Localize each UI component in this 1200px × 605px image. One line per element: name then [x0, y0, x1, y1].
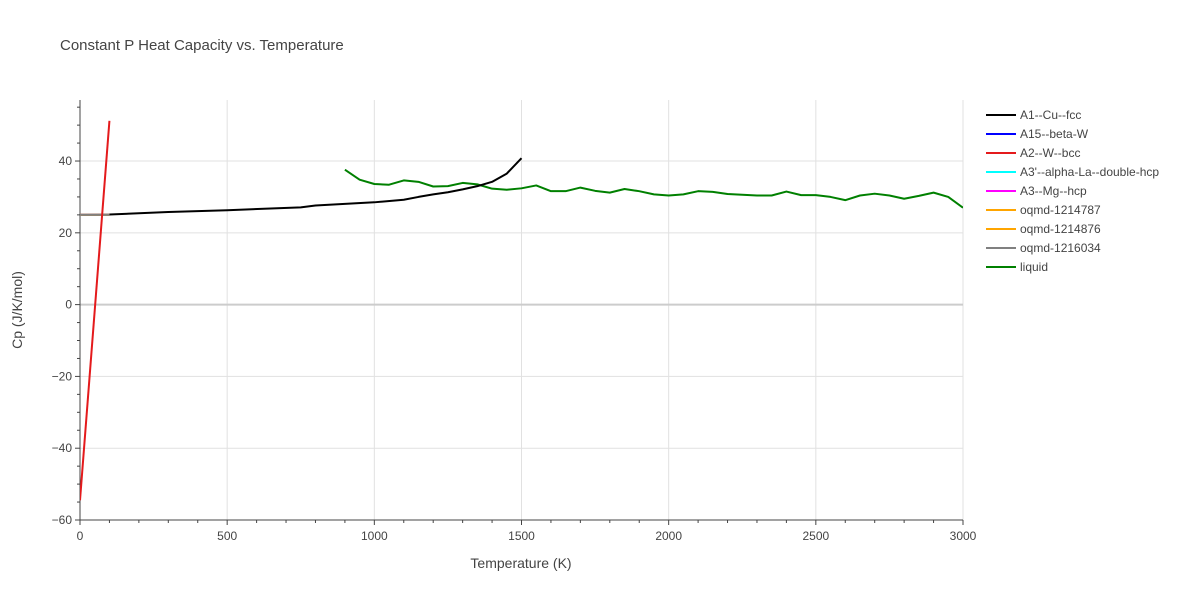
x-tick-label: 2500: [802, 529, 829, 543]
x-tick-label: 500: [217, 529, 237, 543]
legend-label: A1--Cu--fcc: [1020, 108, 1081, 122]
series-line-0: [80, 157, 523, 216]
x-axis-title: Temperature (K): [470, 555, 571, 571]
x-tick-label: 2000: [655, 529, 682, 543]
tick-labels: 0 500 1000 1500 2000 2500 3000 −60 −40 −20 0 20 40: [52, 154, 977, 543]
y-tick-label: 20: [59, 226, 73, 240]
legend-label: A2--W--bcc: [1020, 146, 1080, 160]
x-tick-label: 1000: [361, 529, 388, 543]
y-tick-label: 0: [65, 298, 72, 312]
legend-label: oqmd-1214787: [1020, 203, 1101, 217]
x-tick-label: 0: [77, 529, 84, 543]
series-line-8: [344, 168, 963, 209]
chart-title: Constant P Heat Capacity vs. Temperature: [60, 37, 344, 54]
y-tick-label: 40: [59, 154, 73, 168]
legend-label: oqmd-1216034: [1020, 241, 1101, 255]
x-tick-label: 1500: [508, 529, 535, 543]
legend-label: oqmd-1214876: [1020, 222, 1101, 236]
y-tick-label: −40: [52, 441, 73, 455]
y-tick-label: −60: [52, 513, 73, 527]
x-tick-label: 3000: [950, 529, 977, 543]
legend-label: A3'--alpha-La--double-hcp: [1020, 165, 1159, 179]
plot-layer: [80, 120, 963, 501]
legend-label: A3--Mg--hcp: [1020, 184, 1087, 198]
y-axis-title: Cp (J/K/mol): [9, 271, 25, 349]
series-line-2: [80, 120, 111, 501]
legend: A1--Cu--fcc A15--beta-W A2--W--bcc A3'--alp…: [986, 108, 1159, 274]
grid-layer: [80, 100, 964, 521]
legend-label: A15--beta-W: [1020, 127, 1089, 141]
legend-label: liquid: [1020, 260, 1048, 274]
y-tick-label: −20: [52, 369, 73, 383]
axes-layer: [75, 100, 964, 525]
